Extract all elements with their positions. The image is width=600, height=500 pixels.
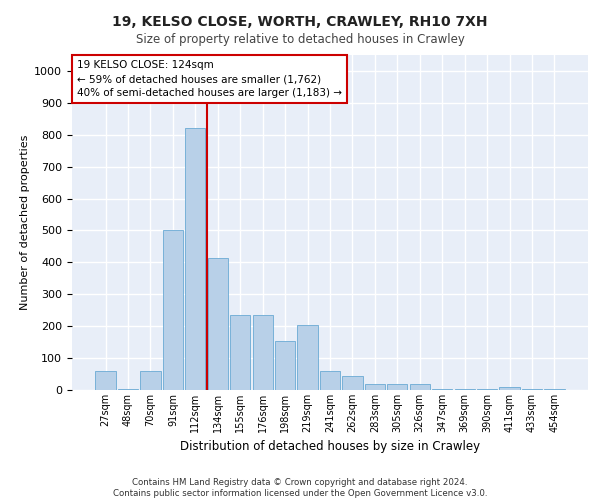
Bar bbox=[499, 387, 520, 390]
Bar bbox=[208, 258, 228, 390]
Bar bbox=[320, 371, 340, 390]
Bar bbox=[365, 384, 385, 390]
Bar bbox=[253, 315, 273, 390]
Text: 19 KELSO CLOSE: 124sqm
← 59% of detached houses are smaller (1,762)
40% of semi-: 19 KELSO CLOSE: 124sqm ← 59% of detached… bbox=[77, 60, 342, 98]
Bar bbox=[410, 384, 430, 390]
Y-axis label: Number of detached properties: Number of detached properties bbox=[20, 135, 30, 310]
Text: 19, KELSO CLOSE, WORTH, CRAWLEY, RH10 7XH: 19, KELSO CLOSE, WORTH, CRAWLEY, RH10 7X… bbox=[112, 15, 488, 29]
Bar bbox=[343, 376, 362, 390]
X-axis label: Distribution of detached houses by size in Crawley: Distribution of detached houses by size … bbox=[180, 440, 480, 454]
Bar bbox=[140, 371, 161, 390]
Text: Size of property relative to detached houses in Crawley: Size of property relative to detached ho… bbox=[136, 32, 464, 46]
Bar bbox=[230, 315, 250, 390]
Bar bbox=[163, 230, 183, 390]
Text: Contains HM Land Registry data © Crown copyright and database right 2024.
Contai: Contains HM Land Registry data © Crown c… bbox=[113, 478, 487, 498]
Bar bbox=[185, 128, 205, 390]
Bar bbox=[95, 372, 116, 390]
Bar bbox=[275, 340, 295, 390]
Bar bbox=[387, 384, 407, 390]
Bar bbox=[298, 324, 317, 390]
